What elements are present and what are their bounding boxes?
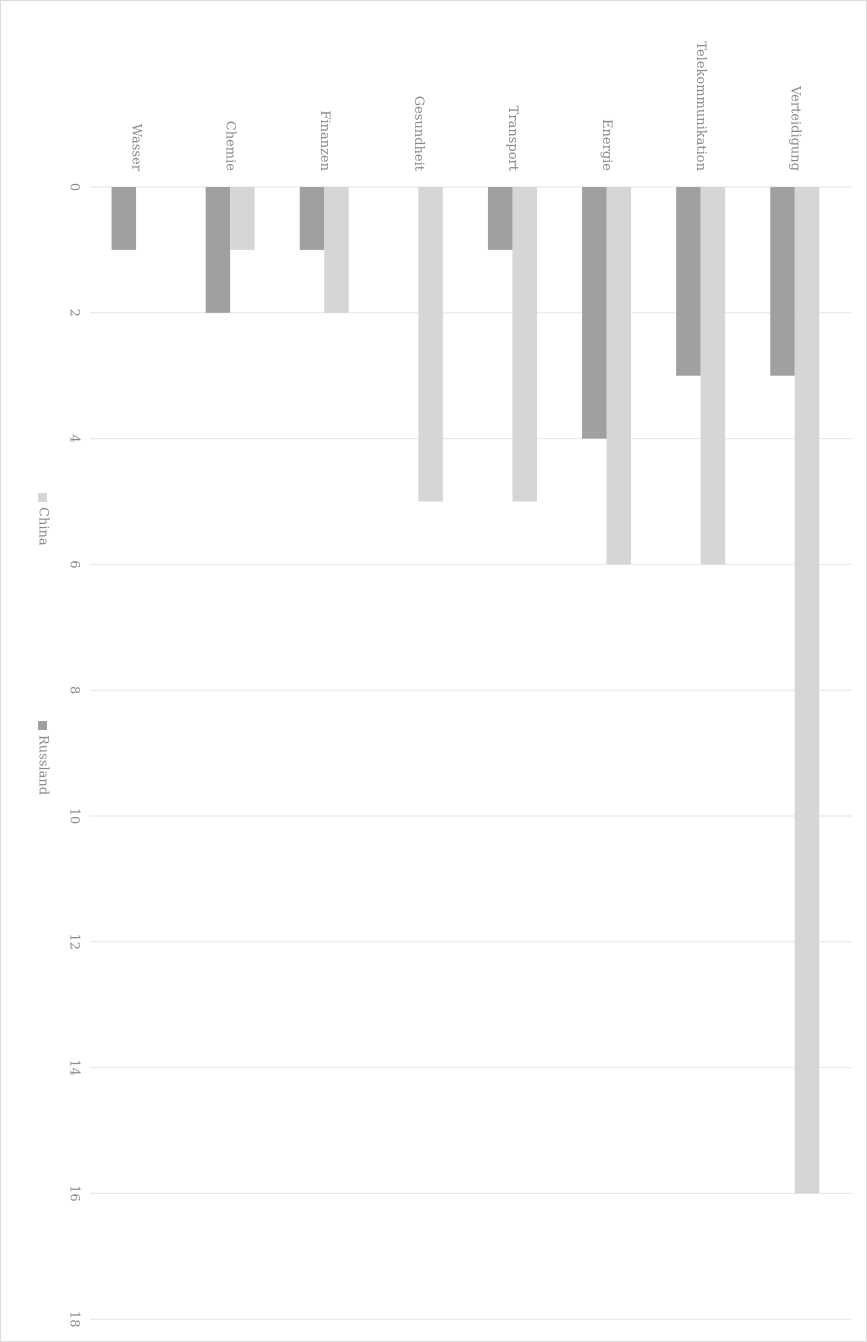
bar-russland-energie: [582, 187, 607, 439]
category-label: Chemie: [223, 121, 238, 171]
bar-russland-transport: [487, 187, 513, 250]
legend: China Russland: [36, 493, 51, 795]
bars: [111, 187, 820, 1194]
tick-label: 4: [67, 434, 82, 442]
bar-china-gesundheit: [418, 187, 443, 502]
bar-russland-telekommunikation: [676, 187, 701, 376]
value-axis-ticks: 0 2 4 6 8 10 12 14 16 18: [67, 183, 82, 1328]
tick-label: 16: [67, 1185, 82, 1202]
legend-label: China: [36, 507, 51, 546]
bar-china-chemie: [230, 187, 255, 250]
legend-swatch: [38, 493, 47, 502]
bar-russland-verteidigung: [770, 187, 795, 376]
category-label: Gesundheit: [411, 96, 426, 172]
bar-china-energie: [606, 187, 632, 565]
tick-label: 6: [67, 560, 82, 568]
category-label: Finanzen: [317, 110, 332, 171]
bar-russland-finanzen: [299, 187, 325, 250]
category-label: Energie: [599, 119, 614, 171]
category-labels: Wasser Chemie Finanzen Gesundheit Transport E…: [129, 41, 803, 171]
category-label: Verteidigung: [787, 85, 802, 171]
tick-label: 0: [67, 183, 82, 191]
legend-swatch: [38, 721, 47, 730]
tick-label: 18: [67, 1311, 82, 1328]
tick-label: 10: [67, 808, 82, 825]
bar-china-verteidigung: [794, 187, 820, 1194]
tick-label: 14: [67, 1059, 82, 1076]
bar-china-transport: [512, 187, 537, 502]
bar-russland-chemie: [205, 187, 231, 313]
tick-label: 2: [67, 309, 82, 317]
bar-russland-wasser: [111, 187, 137, 250]
bar-china-finanzen: [324, 187, 349, 313]
legend-label: Russland: [36, 735, 51, 795]
tick-label: 8: [67, 686, 82, 694]
category-label: Wasser: [129, 124, 144, 172]
gridlines: [90, 186, 852, 1320]
category-label: Transport: [505, 106, 520, 172]
tick-label: 12: [67, 934, 82, 951]
category-label: Telekommunikation: [693, 41, 708, 171]
bar-china-telekommunikation: [700, 187, 726, 565]
